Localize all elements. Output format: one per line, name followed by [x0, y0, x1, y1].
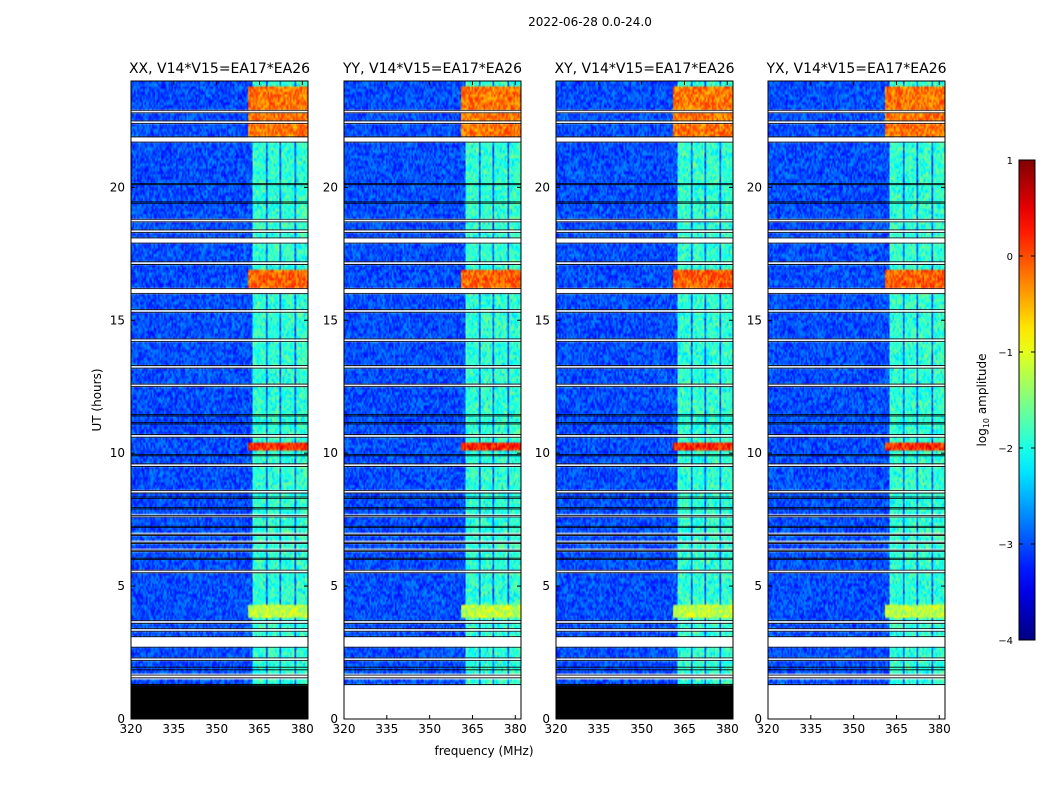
y-tick-label: 5: [330, 579, 338, 593]
heatmap-image: [131, 81, 308, 719]
y-tick-label: 20: [747, 180, 762, 194]
y-tick-label: 20: [535, 180, 550, 194]
y-tick-label: 5: [542, 579, 550, 593]
panels-group: 320 335 350 365 380 0 5 10 15 20 XX, V14*V15=EA17*…: [90, 61, 951, 758]
x-tick-label: 380: [928, 722, 951, 736]
y-tick-label: 10: [747, 446, 762, 460]
x-tick-label: 350: [418, 722, 441, 736]
colorbar-gradient: [1018, 159, 1036, 641]
x-tick-label: 320: [333, 722, 356, 736]
colorbar-label-sub: 10: [982, 418, 991, 428]
x-tick-label: 320: [120, 722, 143, 736]
colorbar-tick-label: −3: [998, 540, 1013, 551]
panel-3: 320 335 350 365 380 0 5 10 15 20 YX, V14*V15=EA17*…: [747, 61, 951, 736]
colorbar-tick-label: −2: [998, 444, 1013, 455]
x-tick-label: 335: [587, 722, 610, 736]
heatmap-image: [556, 81, 733, 719]
x-tick-label: 380: [291, 722, 314, 736]
y-tick-label: 15: [747, 313, 762, 327]
figure-title: 2022-06-28 0.0-24.0: [528, 15, 652, 29]
y-tick-label: 0: [117, 712, 125, 726]
panel-title: XX, V14*V15=EA17*EA26: [129, 61, 310, 77]
panel-2: 320 335 350 365 380 0 5 10 15 20 XY, V14*V15=EA17*…: [535, 61, 739, 736]
x-tick-label: 380: [504, 722, 527, 736]
x-tick-label: 365: [248, 722, 271, 736]
axes-frame: [130, 80, 309, 720]
y-axis-label: UT (hours): [90, 368, 104, 431]
panel-title: XY, V14*V15=EA17*EA26: [554, 61, 734, 77]
x-tick-label: 350: [630, 722, 653, 736]
y-tick-label: 20: [323, 180, 338, 194]
y-tick-label: 10: [323, 446, 338, 460]
x-tick-label: 350: [205, 722, 228, 736]
y-tick-label: 5: [117, 579, 125, 593]
x-tick-label: 365: [673, 722, 696, 736]
colorbar-tick-label: 0: [1007, 252, 1013, 263]
colorbar-label: log10 amplitude: [975, 354, 991, 447]
y-tick-label: 15: [323, 313, 338, 327]
axes-frame: [767, 80, 946, 720]
panel-1: 320 335 350 365 380 0 5 10 15 20 YY, V14*V15=EA17*…: [323, 61, 534, 758]
colorbar-label-rest: amplitude: [975, 354, 989, 418]
y-tick-label: 10: [535, 446, 550, 460]
y-tick-label: 5: [754, 579, 762, 593]
panel-title: YY, V14*V15=EA17*EA26: [342, 61, 522, 77]
x-tick-label: 365: [461, 722, 484, 736]
x-tick-label: 380: [716, 722, 739, 736]
x-axis-label: frequency (MHz): [434, 744, 533, 758]
x-tick-label: 335: [375, 722, 398, 736]
colorbar-tick-label: −1: [998, 348, 1013, 359]
y-tick-label: 0: [542, 712, 550, 726]
x-tick-label: 335: [162, 722, 185, 736]
y-tick-label: 15: [535, 313, 550, 327]
colorbar-label-main: log: [975, 428, 989, 446]
panel-0: 320 335 350 365 380 0 5 10 15 20 XX, V14*V15=EA17*…: [90, 61, 314, 736]
y-tick-label: 0: [754, 712, 762, 726]
heatmap-image: [768, 81, 945, 719]
axes-frame: [555, 80, 734, 720]
x-tick-label: 365: [885, 722, 908, 736]
heatmap-image: [344, 81, 521, 719]
axes-frame: [343, 80, 522, 720]
y-tick-label: 10: [110, 446, 125, 460]
y-tick-label: 20: [110, 180, 125, 194]
colorbar-tick-label: 1: [1007, 156, 1013, 167]
y-tick-label: 15: [110, 313, 125, 327]
x-tick-label: 335: [799, 722, 822, 736]
x-tick-label: 350: [842, 722, 865, 736]
x-tick-label: 320: [757, 722, 780, 736]
panel-title: YX, V14*V15=EA17*EA26: [765, 61, 946, 77]
colorbar-tick-label: −4: [998, 636, 1013, 647]
y-tick-label: 0: [330, 712, 338, 726]
x-tick-label: 320: [545, 722, 568, 736]
